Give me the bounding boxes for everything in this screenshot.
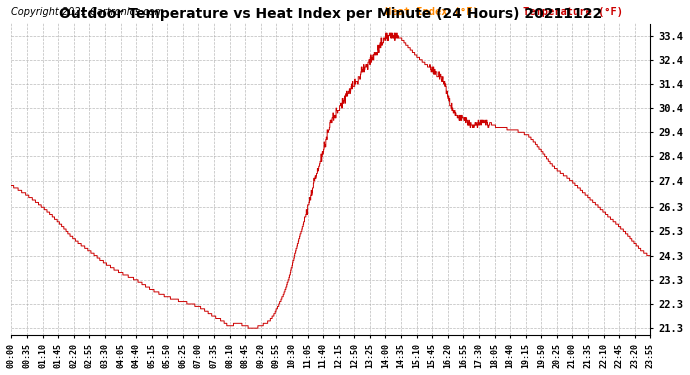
- Title: Outdoor Temperature vs Heat Index per Minute (24 Hours) 20211122: Outdoor Temperature vs Heat Index per Mi…: [59, 7, 602, 21]
- Text: Heat Index (°F): Heat Index (°F): [385, 7, 479, 17]
- Text: Temperature (°F): Temperature (°F): [522, 7, 622, 17]
- Text: Copyright 2021 Cartronics.com: Copyright 2021 Cartronics.com: [12, 7, 164, 17]
